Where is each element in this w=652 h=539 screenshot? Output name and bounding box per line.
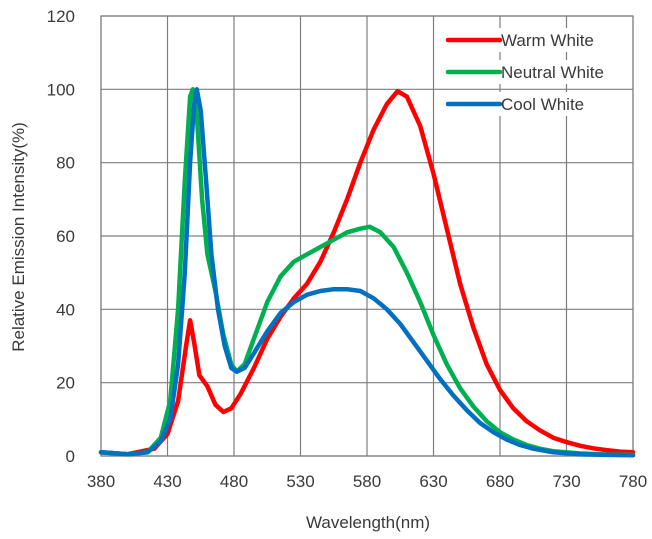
x-tick-label: 730	[552, 472, 580, 491]
legend-item-cool-white: Cool White	[445, 92, 630, 116]
x-tick-label: 380	[87, 472, 115, 491]
x-tick-label: 580	[353, 472, 381, 491]
x-tick-label: 530	[286, 472, 314, 491]
legend-label: Neutral White	[501, 63, 604, 82]
y-tick-label: 40	[56, 300, 75, 319]
y-tick-label: 100	[47, 80, 75, 99]
legend-label: Warm White	[501, 31, 594, 50]
x-tick-label: 480	[220, 472, 248, 491]
y-tick-label: 20	[56, 374, 75, 393]
y-tick-label: 0	[66, 447, 75, 466]
x-tick-label: 680	[486, 472, 514, 491]
series-line-cool-white	[98, 87, 636, 458]
legend-item-warm-white: Warm White	[445, 28, 630, 52]
x-axis-title: Wavelength(nm)	[306, 513, 430, 532]
series-line-neutral-white	[98, 87, 636, 458]
grid	[100, 15, 634, 457]
plot-area-border	[100, 15, 634, 457]
series-line-warm-white	[98, 88, 636, 457]
x-tick-label: 630	[419, 472, 447, 491]
series-lines	[98, 87, 636, 458]
y-tick-label: 80	[56, 154, 75, 173]
legend-label: Cool White	[501, 95, 584, 114]
x-tick-label: 430	[153, 472, 181, 491]
y-tick-label: 60	[56, 227, 75, 246]
x-tick-label: 780	[619, 472, 647, 491]
legend-item-neutral-white: Neutral White	[445, 60, 630, 84]
axes: 380 430 480 530 580 630 680 730 780 0 20 40 60 80 100 1…	[47, 7, 648, 491]
legend: Warm White Neutral White Cool White	[445, 28, 630, 116]
y-tick-label: 120	[47, 7, 75, 26]
y-axis-title: Relative Emission Intensity(%)	[9, 122, 28, 352]
